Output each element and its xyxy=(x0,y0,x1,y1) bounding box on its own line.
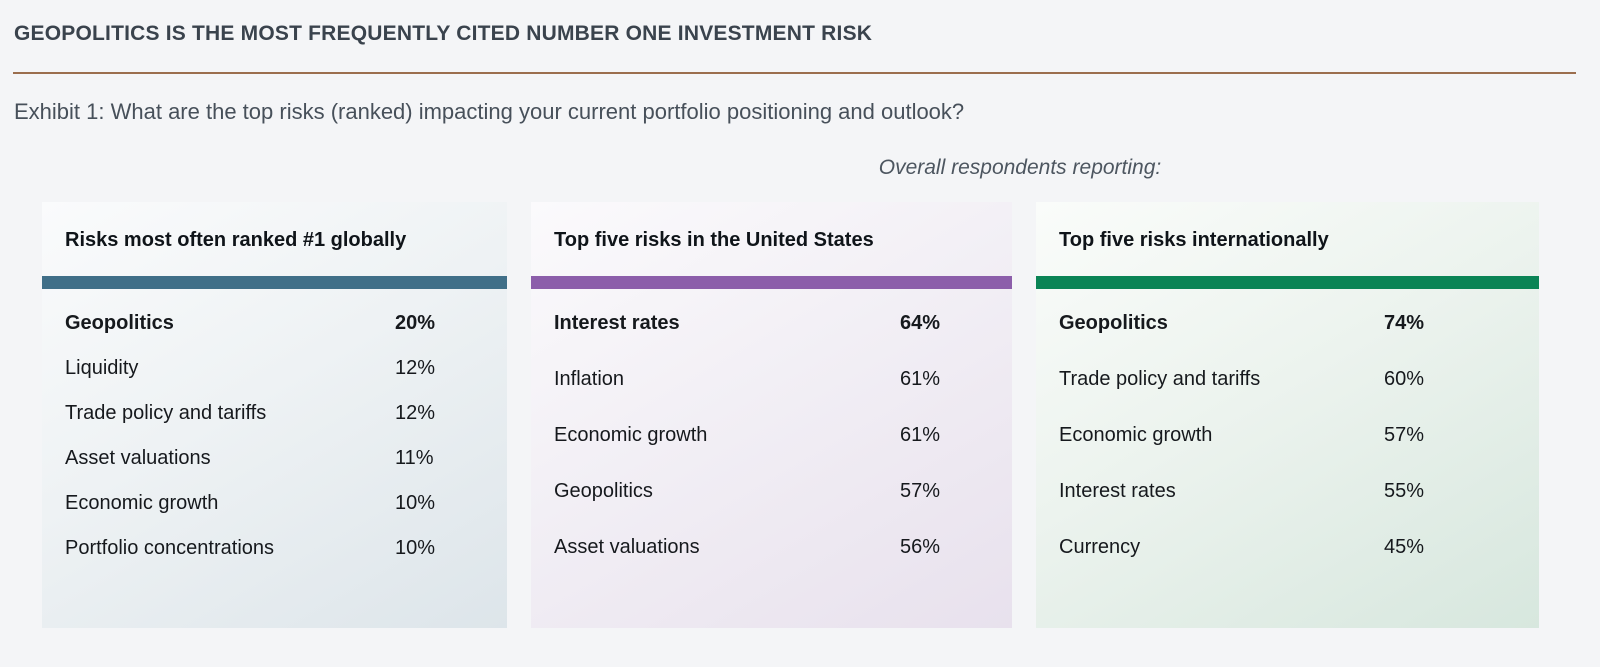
risk-value: 61% xyxy=(900,368,941,390)
risk-label: Geopolitics xyxy=(1059,312,1168,334)
risk-value: 74% xyxy=(1384,312,1425,334)
risk-value: 12% xyxy=(395,402,436,424)
panel-international-risks: Top five risks internationally Geopoliti… xyxy=(1036,202,1539,628)
risk-value: 57% xyxy=(1384,424,1425,446)
risk-label: Interest rates xyxy=(554,312,680,334)
risk-row: Currency 45% xyxy=(1059,535,1539,591)
risk-row: Trade policy and tariffs 12% xyxy=(65,401,507,446)
risk-table: Interest rates 64% Inflation 61% Economic gr… xyxy=(554,311,1012,591)
risk-row: Geopolitics 74% xyxy=(1059,311,1539,367)
risk-value: 64% xyxy=(900,312,941,334)
title-divider xyxy=(13,72,1576,74)
risk-label: Currency xyxy=(1059,536,1141,558)
risk-label: Liquidity xyxy=(65,357,139,379)
risk-row: Trade policy and tariffs 60% xyxy=(1059,367,1539,423)
risk-row: Portfolio concentrations 10% xyxy=(65,536,507,581)
page-title: GEOPOLITICS IS THE MOST FREQUENTLY CITED… xyxy=(14,22,873,45)
panel-title: Top five risks internationally xyxy=(1059,229,1329,251)
risk-row: Inflation 61% xyxy=(554,367,1012,423)
risk-label: Geopolitics xyxy=(65,312,174,334)
exhibit-question: Exhibit 1: What are the top risks (ranke… xyxy=(14,99,965,124)
risk-value: 11% xyxy=(395,447,434,469)
risk-label: Asset valuations xyxy=(554,536,700,558)
panel-title: Risks most often ranked #1 globally xyxy=(65,229,407,251)
risk-value: 12% xyxy=(395,357,436,379)
risk-value: 10% xyxy=(395,537,436,559)
panel-global-risks: Risks most often ranked #1 globally Geop… xyxy=(42,202,507,628)
risk-label: Portfolio concentrations xyxy=(65,537,275,559)
risk-value: 56% xyxy=(900,536,941,558)
risk-row: Asset valuations 56% xyxy=(554,535,1012,591)
risk-value: 20% xyxy=(395,312,436,334)
risk-label: Interest rates xyxy=(1059,480,1176,502)
risk-label: Economic growth xyxy=(1059,424,1213,446)
risk-row: Liquidity 12% xyxy=(65,356,507,401)
risk-label: Economic growth xyxy=(65,492,219,514)
accent-bar xyxy=(531,276,1012,289)
risk-table: Geopolitics 20% Liquidity 12% Trade policy a… xyxy=(65,311,507,581)
risk-label: Asset valuations xyxy=(65,447,211,469)
accent-bar xyxy=(1036,276,1539,289)
risk-value: 55% xyxy=(1384,480,1425,502)
risk-label: Inflation xyxy=(554,368,625,390)
accent-bar xyxy=(42,276,507,289)
risk-value: 60% xyxy=(1384,368,1425,390)
risk-row: Economic growth 57% xyxy=(1059,423,1539,479)
risk-label: Trade policy and tariffs xyxy=(1059,368,1261,390)
risk-value: 57% xyxy=(900,480,941,502)
risk-label: Economic growth xyxy=(554,424,708,446)
risk-row: Geopolitics 20% xyxy=(65,311,507,356)
risk-label: Trade policy and tariffs xyxy=(65,402,267,424)
risk-row: Economic growth 61% xyxy=(554,423,1012,479)
risk-row: Interest rates 55% xyxy=(1059,479,1539,535)
risk-row: Geopolitics 57% xyxy=(554,479,1012,535)
panel-title: Top five risks in the United States xyxy=(554,229,874,251)
risk-value: 61% xyxy=(900,424,941,446)
risk-value: 45% xyxy=(1384,536,1425,558)
risk-row: Economic growth 10% xyxy=(65,491,507,536)
risk-label: Geopolitics xyxy=(554,480,653,502)
risk-value: 10% xyxy=(395,492,436,514)
risk-table: Geopolitics 74% Trade policy and tariffs 60… xyxy=(1059,311,1539,591)
risk-row: Interest rates 64% xyxy=(554,311,1012,367)
respondents-note: Overall respondents reporting: xyxy=(878,156,1162,179)
panel-us-risks: Top five risks in the United States Inte… xyxy=(531,202,1012,628)
risk-row: Asset valuations 11% xyxy=(65,446,507,491)
